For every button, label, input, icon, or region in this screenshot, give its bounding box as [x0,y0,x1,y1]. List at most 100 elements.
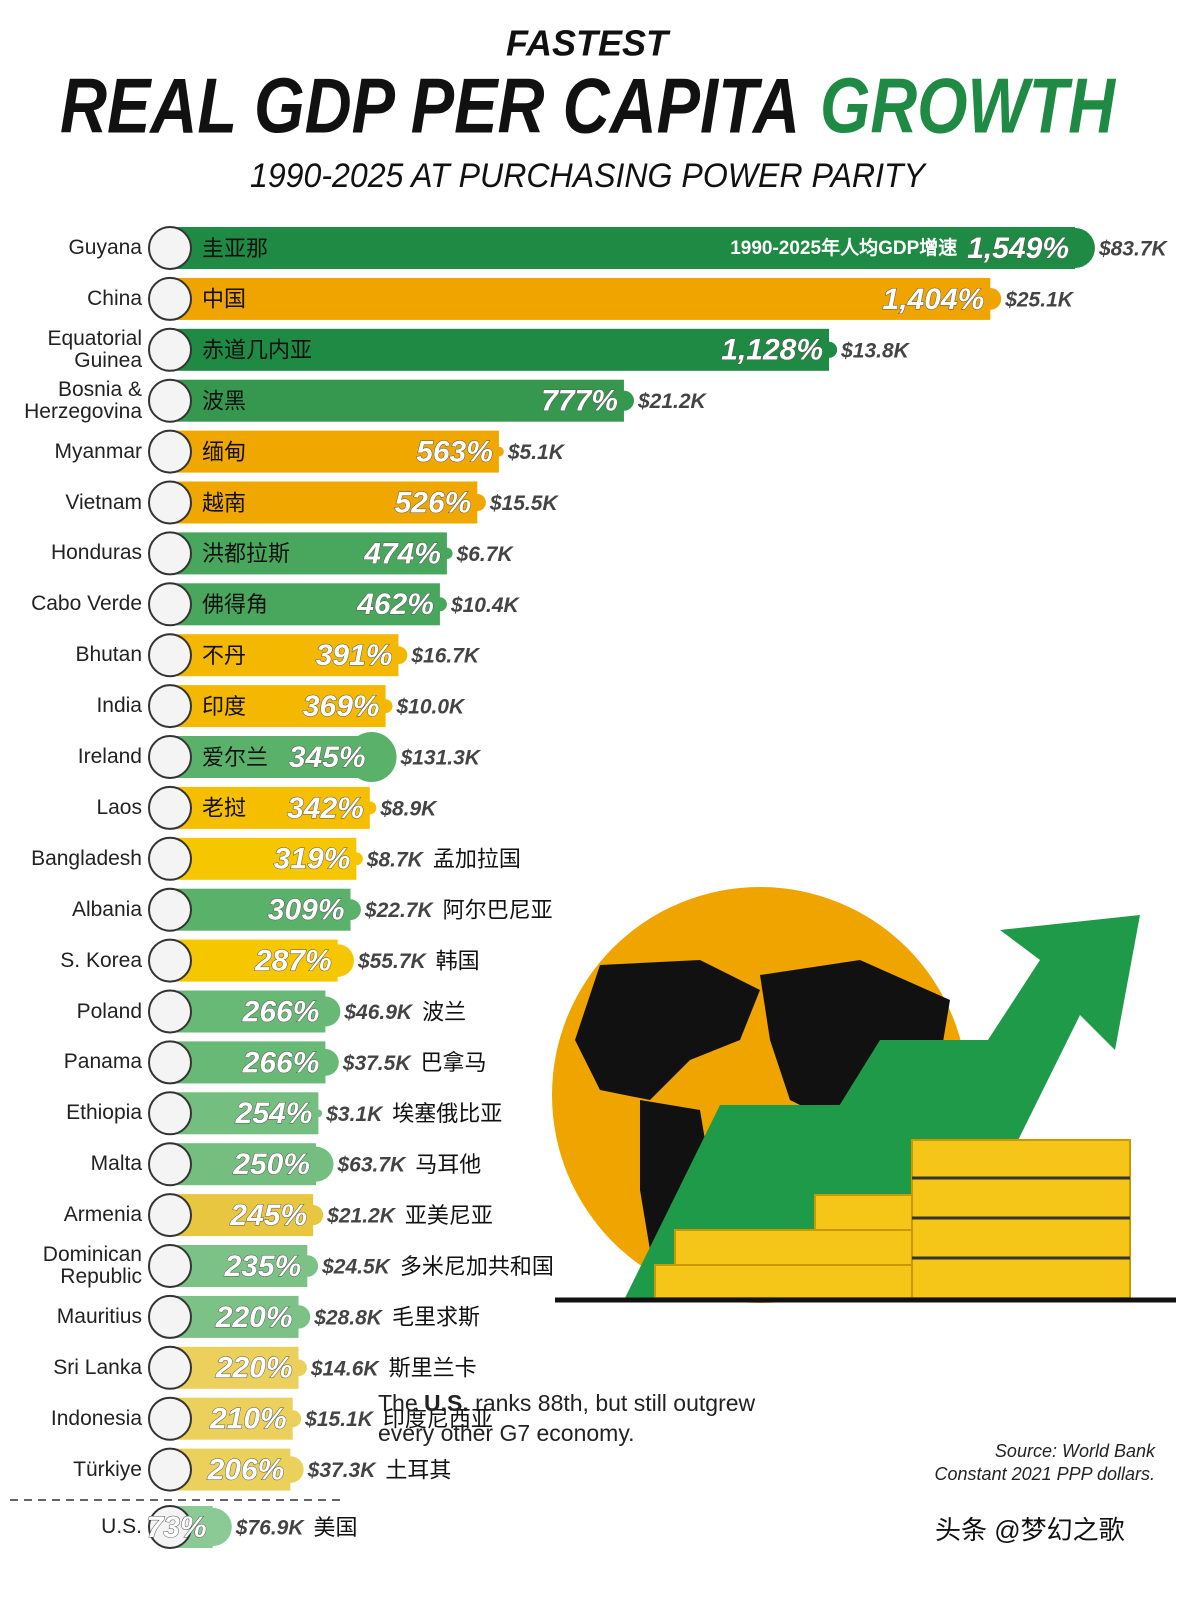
bar-annotation: 1990-2025年人均GDP增速 [730,236,957,259]
gdp-label: $131.3K [400,747,482,770]
gdp-label: $21.2K [637,390,708,413]
flag [148,1040,192,1085]
flag [148,836,192,881]
gdp-label: $25.1K [1004,288,1075,311]
gdp-label: $63.7K [336,1154,407,1177]
gdp-label: $8.9K [379,797,438,820]
value-label: 220% [215,1301,293,1334]
flag [148,327,192,372]
value-label: 342% [287,792,364,825]
value-label: 526% [395,486,472,519]
category-label: Equatorial Guinea [47,326,142,372]
category-label: Bhutan [75,643,142,667]
category-label: Albania [71,897,142,921]
source-block: Source: World Bank Constant 2021 PPP doll… [935,1440,1155,1486]
label-zh: 印度 [202,694,246,719]
gdp-label: $76.9K [235,1517,306,1540]
flag [148,1447,192,1492]
note-bold: U.S. [424,1390,469,1416]
flag [148,1345,192,1390]
bar [170,837,357,880]
flag [148,633,192,678]
illustration [10,887,1176,1501]
label-zh: 亚美尼亚 [405,1203,493,1228]
label-zh: 洪都拉斯 [202,541,290,566]
note-lead: The [378,1390,418,1416]
label-zh: 波兰 [422,999,466,1024]
flag [148,1294,192,1339]
category-label: Panama [63,1050,142,1074]
category-label: Türkiye [73,1457,142,1481]
flag [148,429,192,474]
bar [170,939,338,982]
category-label: S. Korea [60,948,142,972]
flag [148,1193,192,1238]
bar [170,1245,308,1287]
bar [170,685,386,728]
category-label: Bangladesh [31,846,142,870]
bar [170,990,326,1033]
category-label: Guyana [68,236,142,259]
category-label: China [87,286,142,310]
bar [170,532,447,575]
bar [170,1194,314,1237]
gdp-label: $10.0K [395,696,466,719]
bar [170,583,440,626]
bar [170,481,478,524]
watermark: 头条 @梦幻之歌 [935,1515,1125,1545]
value-label: 1,549% [967,232,1069,265]
value-label: 474% [363,537,441,570]
gdp-label: $55.7K [357,950,428,973]
category-label: Ireland [77,745,142,768]
category-label: Sri Lanka [53,1355,142,1379]
label-zh: 毛里求斯 [392,1305,480,1330]
source-note: Constant 2021 PPP dollars. [934,1464,1155,1484]
gdp-label: $46.9K [343,1001,414,1024]
flag [148,989,192,1034]
value-label: 563% [416,436,493,469]
category-label: Mauritius [56,1304,142,1328]
gdp-label: $15.1K [304,1408,375,1431]
flag [148,1505,192,1549]
label-zh: 孟加拉国 [433,847,521,872]
label-zh: 韩国 [436,948,480,973]
flag [148,1396,192,1441]
category-label: Bosnia & Herzegovina [24,377,142,423]
gdp-label: $3.1K [325,1103,384,1126]
value-label: 220% [215,1352,293,1385]
label-zh: 美国 [314,1515,358,1540]
gdp-label: $37.5K [342,1052,413,1075]
gdp-label: $8.7K [366,848,425,871]
category-label: Poland [76,999,142,1023]
gdp-label: $37.3K [307,1459,378,1482]
gdp-label: $28.8K [313,1306,384,1329]
category-label: India [96,694,142,718]
value-label: 345% [289,741,366,774]
flag [148,887,192,932]
bar [170,634,399,677]
flag [148,1091,192,1136]
label-zh: 波黑 [202,389,246,414]
gdp-label: $24.5K [321,1256,392,1279]
gdp-label: $15.5K [489,492,560,515]
flag [148,276,192,321]
value-label: 462% [356,588,434,621]
value-label: 391% [316,639,393,672]
category-label: Armenia [63,1203,142,1227]
value-label: 206% [207,1454,285,1487]
gdp-label: $10.4K [450,594,521,617]
flag [148,1244,192,1288]
note: The U.S. ranks 88th, but still outgrew e… [378,1388,778,1448]
label-zh: 老挝 [202,796,246,821]
gdp-label: $6.7K [456,543,515,566]
category-label: Vietnam [65,490,142,514]
label-zh: 埃塞俄比亚 [392,1101,502,1126]
bar [170,277,991,320]
label-zh: 缅甸 [202,439,246,464]
value-label: 369% [303,690,380,723]
gdp-label: $22.7K [364,899,435,922]
flag [148,735,192,779]
label-zh: 佛得角 [202,592,268,617]
label-zh: 斯里兰卡 [389,1356,477,1381]
